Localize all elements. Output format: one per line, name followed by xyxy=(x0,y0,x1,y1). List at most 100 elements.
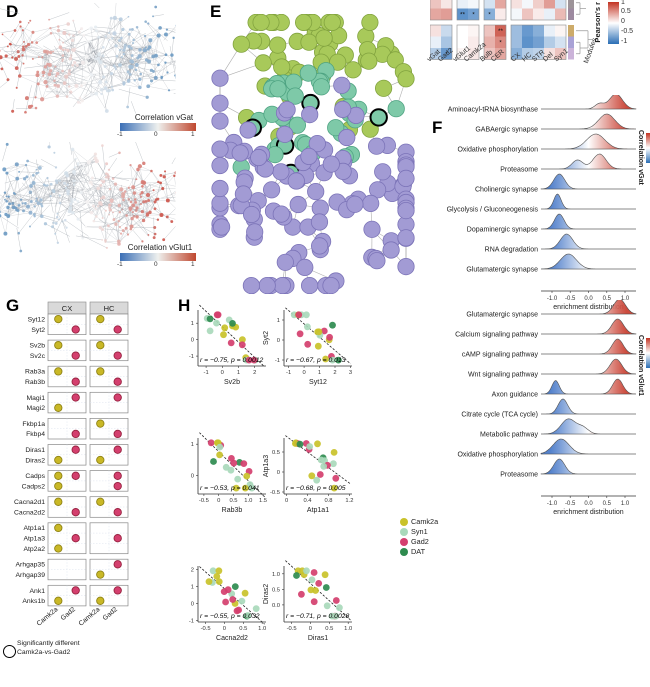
svg-text:Gad2: Gad2 xyxy=(60,606,77,622)
svg-text:Atp1a3: Atp1a3 xyxy=(263,455,270,477)
svg-text:2: 2 xyxy=(253,370,256,376)
svg-text:0: 0 xyxy=(277,470,280,476)
svg-text:r = −0.75, p = 0.0012: r = −0.75, p = 0.0012 xyxy=(200,357,264,364)
svg-text:Syt12: Syt12 xyxy=(28,316,46,323)
svg-text:1: 1 xyxy=(237,370,240,376)
svg-text:**: ** xyxy=(498,28,504,35)
svg-text:Sv2b: Sv2b xyxy=(224,379,240,386)
svg-text:-0.5: -0.5 xyxy=(287,626,297,632)
svg-text:Rab3b: Rab3b xyxy=(25,379,45,386)
svg-text:Atp2a2: Atp2a2 xyxy=(23,546,45,553)
svg-text:-0.5: -0.5 xyxy=(201,626,211,632)
svg-text:HC: HC xyxy=(104,304,115,313)
svg-text:1: 1 xyxy=(191,584,194,590)
svg-text:Axon guidance: Axon guidance xyxy=(492,392,538,399)
svg-text:Syt2: Syt2 xyxy=(31,327,45,334)
svg-text:Gad2: Gad2 xyxy=(102,606,119,622)
svg-text:Oxidative phosphorylation: Oxidative phosphorylation xyxy=(457,147,538,154)
svg-text:Rab3b: Rab3b xyxy=(222,507,243,514)
svg-text:0: 0 xyxy=(191,473,194,479)
svg-text:0: 0 xyxy=(191,338,194,344)
svg-text:0.5: 0.5 xyxy=(325,626,333,632)
svg-text:Fkbp1a: Fkbp1a xyxy=(22,421,45,428)
svg-text:Calcium signaling pathway: Calcium signaling pathway xyxy=(455,332,538,339)
svg-text:Camk2a: Camk2a xyxy=(36,606,60,628)
svg-text:0.8: 0.8 xyxy=(324,498,332,504)
svg-text:cAMP signaling pathway: cAMP signaling pathway xyxy=(462,352,539,359)
svg-text:Diras1: Diras1 xyxy=(25,447,45,454)
svg-text:1.0: 1.0 xyxy=(344,626,352,632)
svg-text:1.0: 1.0 xyxy=(621,501,630,507)
svg-text:Sv2c: Sv2c xyxy=(30,353,46,360)
svg-text:CX: CX xyxy=(62,304,72,313)
svg-text:**: ** xyxy=(460,11,466,18)
svg-text:0: 0 xyxy=(191,601,194,607)
svg-text:r = −0.67, p = 0.013: r = −0.67, p = 0.013 xyxy=(286,357,346,364)
svg-text:0: 0 xyxy=(277,338,280,344)
svg-text:0.5: 0.5 xyxy=(272,587,280,593)
svg-text:-0.5: -0.5 xyxy=(270,490,280,496)
svg-text:3: 3 xyxy=(349,370,352,376)
svg-text:1.0: 1.0 xyxy=(244,498,252,504)
svg-text:-0.5: -0.5 xyxy=(199,498,209,504)
svg-text:Glycolysis / Gluconeogenesis: Glycolysis / Gluconeogenesis xyxy=(447,207,539,214)
svg-text:enrichment distribution: enrichment distribution xyxy=(553,509,624,516)
svg-text:Atp1a1: Atp1a1 xyxy=(23,525,45,532)
svg-text:-1: -1 xyxy=(275,358,280,364)
svg-text:r = −0.71, p = 0.0028: r = −0.71, p = 0.0028 xyxy=(286,613,350,620)
svg-text:Arhgap35: Arhgap35 xyxy=(16,562,46,569)
svg-text:Diras1: Diras1 xyxy=(308,635,328,642)
svg-text:Oxidative phosphorylation: Oxidative phosphorylation xyxy=(457,452,538,459)
svg-text:Citrate cycle (TCA cycle): Citrate cycle (TCA cycle) xyxy=(461,412,538,419)
svg-text:-1: -1 xyxy=(204,370,209,376)
svg-text:Magi2: Magi2 xyxy=(26,405,45,412)
svg-text:2: 2 xyxy=(333,370,336,376)
svg-text:0.5: 0.5 xyxy=(272,450,280,456)
svg-text:Rab3a: Rab3a xyxy=(25,369,45,376)
svg-text:Glutamatergic synapse: Glutamatergic synapse xyxy=(466,267,538,274)
svg-text:0: 0 xyxy=(302,370,305,376)
svg-text:1: 1 xyxy=(191,321,194,327)
svg-text:Dopaminergic synapse: Dopaminergic synapse xyxy=(467,227,538,234)
svg-text:Cacna2d1: Cacna2d1 xyxy=(14,499,45,506)
svg-text:Glutamatergic synapse: Glutamatergic synapse xyxy=(466,312,538,319)
svg-text:Diras2: Diras2 xyxy=(263,584,270,604)
svg-text:0: 0 xyxy=(309,626,312,632)
svg-text:-1: -1 xyxy=(189,618,194,624)
svg-text:Anks1b: Anks1b xyxy=(22,598,45,605)
svg-text:Ank1: Ank1 xyxy=(30,588,46,595)
svg-text:Sv2b: Sv2b xyxy=(30,343,46,350)
svg-text:1.0: 1.0 xyxy=(258,626,266,632)
svg-text:0.5: 0.5 xyxy=(603,501,612,507)
svg-text:r = −0.53, p = 0.041: r = −0.53, p = 0.041 xyxy=(200,485,260,492)
svg-text:RNA degradation: RNA degradation xyxy=(485,247,538,254)
svg-text:Diras2: Diras2 xyxy=(25,457,45,464)
svg-text:Aminoacyl-tRNA biosynthase: Aminoacyl-tRNA biosynthase xyxy=(448,107,538,114)
svg-text:Metabolic pathway: Metabolic pathway xyxy=(480,432,538,439)
svg-text:0: 0 xyxy=(223,626,226,632)
svg-text:Cadps2: Cadps2 xyxy=(22,483,46,490)
svg-text:r = −0.55, p = 0.032: r = −0.55, p = 0.032 xyxy=(200,613,260,620)
svg-text:0: 0 xyxy=(217,498,220,504)
svg-text:1.0: 1.0 xyxy=(272,572,280,578)
svg-text:0.4: 0.4 xyxy=(303,498,312,504)
svg-text:Arhgap39: Arhgap39 xyxy=(16,572,46,579)
svg-text:Cadps: Cadps xyxy=(25,473,45,480)
svg-text:0.5: 0.5 xyxy=(229,498,237,504)
svg-text:GABAergic synapse: GABAergic synapse xyxy=(475,127,538,134)
svg-text:Cacna2d2: Cacna2d2 xyxy=(14,510,45,517)
svg-text:2: 2 xyxy=(191,567,194,573)
svg-text:Fkbp4: Fkbp4 xyxy=(26,431,45,438)
svg-text:-1: -1 xyxy=(286,370,291,376)
svg-text:1.5: 1.5 xyxy=(259,498,267,504)
svg-text:Atp1a3: Atp1a3 xyxy=(23,536,45,543)
svg-text:0.0: 0.0 xyxy=(272,603,280,609)
svg-text:-1: -1 xyxy=(189,354,194,360)
svg-text:1.2: 1.2 xyxy=(345,498,353,504)
svg-text:Cacna2d2: Cacna2d2 xyxy=(216,635,248,642)
svg-text:1: 1 xyxy=(318,370,321,376)
svg-text:Magi1: Magi1 xyxy=(26,395,45,402)
svg-text:0: 0 xyxy=(285,498,288,504)
svg-text:Cholinergic synapse: Cholinergic synapse xyxy=(475,187,538,194)
svg-text:-1.0: -1.0 xyxy=(547,501,558,507)
